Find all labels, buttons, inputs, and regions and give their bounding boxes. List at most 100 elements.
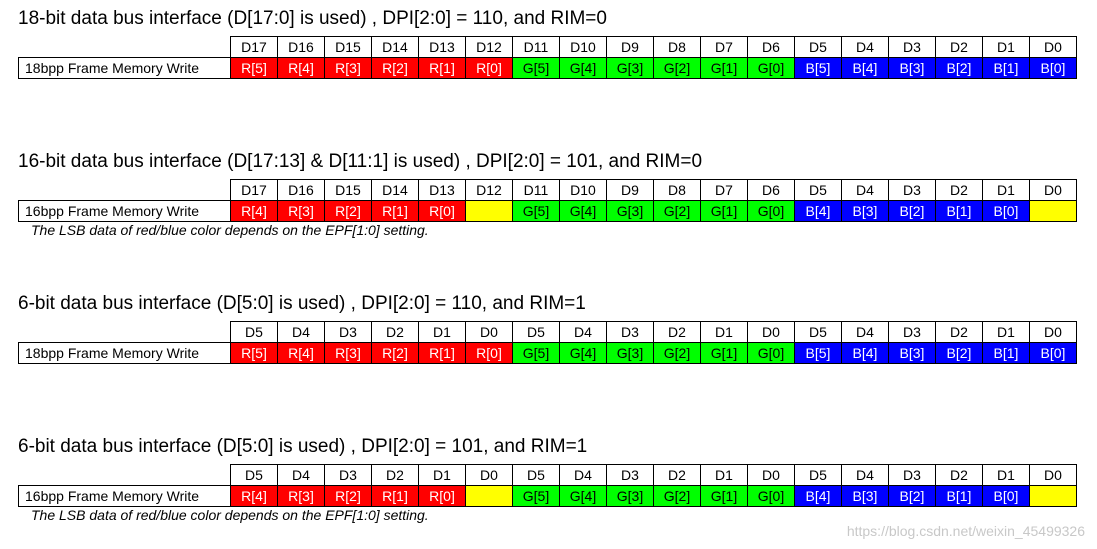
- pin-label: D9: [606, 179, 654, 201]
- pin-label: D16: [277, 179, 325, 201]
- pin-label: D9: [606, 36, 654, 58]
- bit-cell-red: R[2]: [371, 342, 419, 364]
- bit-cell-blue: B[0]: [1029, 342, 1077, 364]
- pin-label: D15: [324, 36, 372, 58]
- bit-cell-green: G[3]: [606, 200, 654, 222]
- row-label: 18bpp Frame Memory Write: [18, 342, 231, 364]
- bit-cell-red: R[1]: [371, 485, 419, 507]
- bit-cell-red: R[0]: [418, 485, 466, 507]
- bit-cell-green: G[3]: [606, 342, 654, 364]
- bit-cell-green: G[3]: [606, 57, 654, 79]
- pin-label: D1: [982, 179, 1030, 201]
- bit-cell-green: G[1]: [700, 342, 748, 364]
- bit-cell-red: R[4]: [277, 57, 325, 79]
- row-label: 16bpp Frame Memory Write: [18, 485, 231, 507]
- data-row: 16bpp Frame Memory Write R[4] R[3] R[2] R[1]…: [18, 200, 1077, 222]
- bit-cell-red: R[0]: [465, 342, 513, 364]
- section-title: 16-bit data bus interface (D[17:13] & D[…: [18, 151, 703, 172]
- bit-cell-green: G[3]: [606, 485, 654, 507]
- pin-label: D2: [935, 464, 983, 486]
- pin-label: D1: [700, 464, 748, 486]
- bit-cell-green: G[0]: [747, 342, 795, 364]
- pin-label: D8: [653, 179, 701, 201]
- pin-label: D17: [230, 179, 278, 201]
- bit-cell-green: G[5]: [512, 200, 560, 222]
- bit-mapping-table: D17 D16 D15 D14 D13 D12 D11 D10 D9 D8 D7 D6 D5 D4 D3 D2…: [18, 36, 1077, 79]
- pin-label: D5: [230, 321, 278, 343]
- header-spacer: [19, 180, 231, 201]
- bit-cell-green: G[0]: [747, 485, 795, 507]
- bit-cell-blue: B[2]: [888, 485, 936, 507]
- section-title: 18-bit data bus interface (D[17:0] is us…: [18, 8, 607, 29]
- pin-label: D5: [794, 464, 842, 486]
- pin-label: D4: [559, 321, 607, 343]
- pin-label: D5: [794, 179, 842, 201]
- bit-cell-green: G[0]: [747, 200, 795, 222]
- pin-label: D17: [230, 36, 278, 58]
- pin-label: D3: [888, 36, 936, 58]
- pin-label: D0: [1029, 321, 1077, 343]
- bit-mapping-table: D5 D4 D3 D2 D1 D0 D5 D4 D3 D2 D1 D0 D5 D4 D3 D2 D1 D0 18bp…: [18, 321, 1077, 364]
- pin-label: D2: [371, 464, 419, 486]
- bit-cell-blue: B[3]: [841, 200, 889, 222]
- bit-cell-green: G[4]: [559, 200, 607, 222]
- pin-label: D2: [935, 179, 983, 201]
- bit-cell-blue: B[1]: [982, 57, 1030, 79]
- pin-label: D3: [324, 321, 372, 343]
- pin-label: D2: [935, 321, 983, 343]
- bit-cell-red: R[1]: [418, 57, 466, 79]
- bit-cell-blue: B[3]: [841, 485, 889, 507]
- data-row: 18bpp Frame Memory Write R[5] R[4] R[3] R[2]…: [18, 342, 1077, 364]
- data-row: 16bpp Frame Memory Write R[4] R[3] R[2] R[1]…: [18, 485, 1077, 507]
- bit-cell-blue: B[2]: [935, 342, 983, 364]
- bit-cell-green: G[1]: [700, 57, 748, 79]
- bit-cell-blue: B[0]: [1029, 57, 1077, 79]
- bit-cell-red: R[1]: [418, 342, 466, 364]
- pin-header-row: D5 D4 D3 D2 D1 D0 D5 D4 D3 D2 D1 D0 D5 D4 D3 D2 D1 D0: [19, 464, 1077, 486]
- data-row: 18bpp Frame Memory Write R[5] R[4] R[3] R[2]…: [18, 57, 1077, 79]
- pin-label: D1: [982, 464, 1030, 486]
- bit-cell-green: G[2]: [653, 485, 701, 507]
- bit-cell-yellow: [1029, 485, 1077, 507]
- bit-cell-red: R[3]: [277, 200, 325, 222]
- pin-label: D1: [982, 36, 1030, 58]
- pin-header-row: D5 D4 D3 D2 D1 D0 D5 D4 D3 D2 D1 D0 D5 D4 D3 D2 D1 D0: [19, 321, 1077, 343]
- bit-cell-green: G[5]: [512, 342, 560, 364]
- pin-label: D0: [747, 464, 795, 486]
- pin-label: D6: [747, 36, 795, 58]
- section-title: 6-bit data bus interface (D[5:0] is used…: [18, 436, 588, 457]
- header-spacer: [19, 322, 231, 343]
- pin-label: D14: [371, 179, 419, 201]
- bit-cell-blue: B[5]: [794, 57, 842, 79]
- bit-cell-red: R[3]: [277, 485, 325, 507]
- watermark: https://blog.csdn.net/weixin_45499326: [846, 523, 1085, 539]
- pin-label: D11: [512, 179, 560, 201]
- bit-cell-red: R[0]: [418, 200, 466, 222]
- pin-label: D13: [418, 179, 466, 201]
- pin-label: D7: [700, 36, 748, 58]
- pin-header-row: D17 D16 D15 D14 D13 D12 D11 D10 D9 D8 D7 D6 D5 D4 D3 D2…: [19, 36, 1077, 58]
- pin-label: D0: [1029, 36, 1077, 58]
- bit-cell-green: G[4]: [559, 57, 607, 79]
- bit-cell-green: G[5]: [512, 57, 560, 79]
- bit-cell-blue: B[4]: [794, 200, 842, 222]
- pin-label: D4: [841, 36, 889, 58]
- pin-label: D6: [747, 179, 795, 201]
- pin-label: D5: [230, 464, 278, 486]
- pin-label: D1: [418, 321, 466, 343]
- bit-cell-green: G[1]: [700, 485, 748, 507]
- bit-cell-blue: B[4]: [794, 485, 842, 507]
- pin-label: D3: [888, 321, 936, 343]
- pin-label: D4: [277, 464, 325, 486]
- bit-cell-blue: B[5]: [794, 342, 842, 364]
- row-label: 18bpp Frame Memory Write: [18, 57, 231, 79]
- pin-label: D2: [653, 464, 701, 486]
- pin-label: D10: [559, 36, 607, 58]
- bit-cell-red: R[4]: [277, 342, 325, 364]
- bit-cell-blue: B[0]: [982, 485, 1030, 507]
- bit-cell-red: R[2]: [324, 485, 372, 507]
- bit-mapping-table: D5 D4 D3 D2 D1 D0 D5 D4 D3 D2 D1 D0 D5 D4 D3 D2 D1 D0 16bp…: [18, 464, 1077, 507]
- pin-label: D7: [700, 179, 748, 201]
- bit-cell-red: R[3]: [324, 342, 372, 364]
- pin-label: D2: [371, 321, 419, 343]
